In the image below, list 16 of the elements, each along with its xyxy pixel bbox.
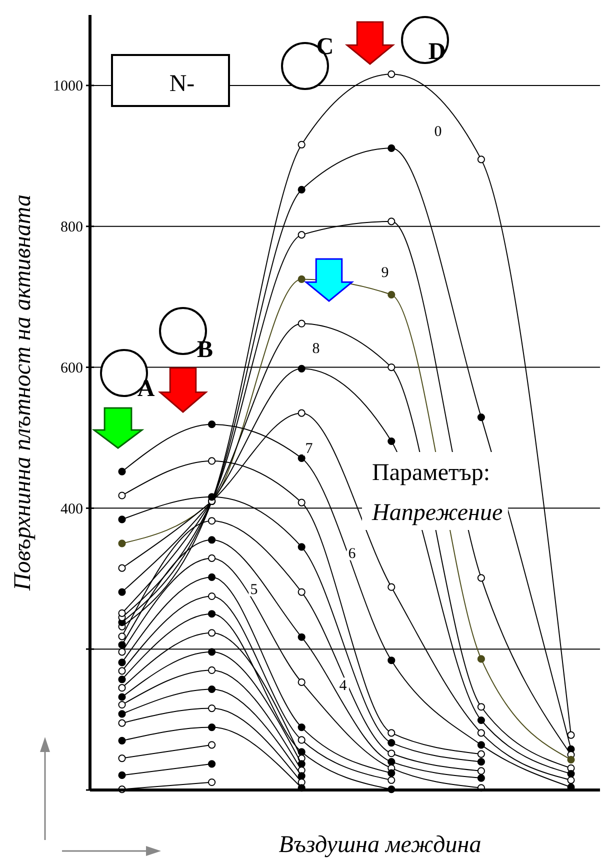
annotation: Напрежение: [371, 500, 503, 526]
annotation: 9: [381, 265, 389, 281]
annotation: 5: [250, 582, 258, 598]
annotation: N-: [169, 71, 195, 97]
y-tick-label: 600: [60, 360, 83, 377]
y-axis-title: Повърхнинна плътност на активната: [10, 194, 36, 592]
y-tick-label: 400: [60, 501, 83, 518]
annotation: 0: [434, 124, 442, 140]
y-tick-label: 1000: [53, 78, 83, 95]
annotation: 8: [312, 341, 320, 357]
annotation: 6: [348, 546, 356, 562]
y-tick-label: 800: [60, 220, 83, 236]
x-axis-title: Въздушна междина: [278, 832, 482, 858]
annotation: Параметър:: [372, 460, 490, 486]
annotation: 7: [305, 441, 314, 457]
annotation: 4: [339, 678, 348, 694]
